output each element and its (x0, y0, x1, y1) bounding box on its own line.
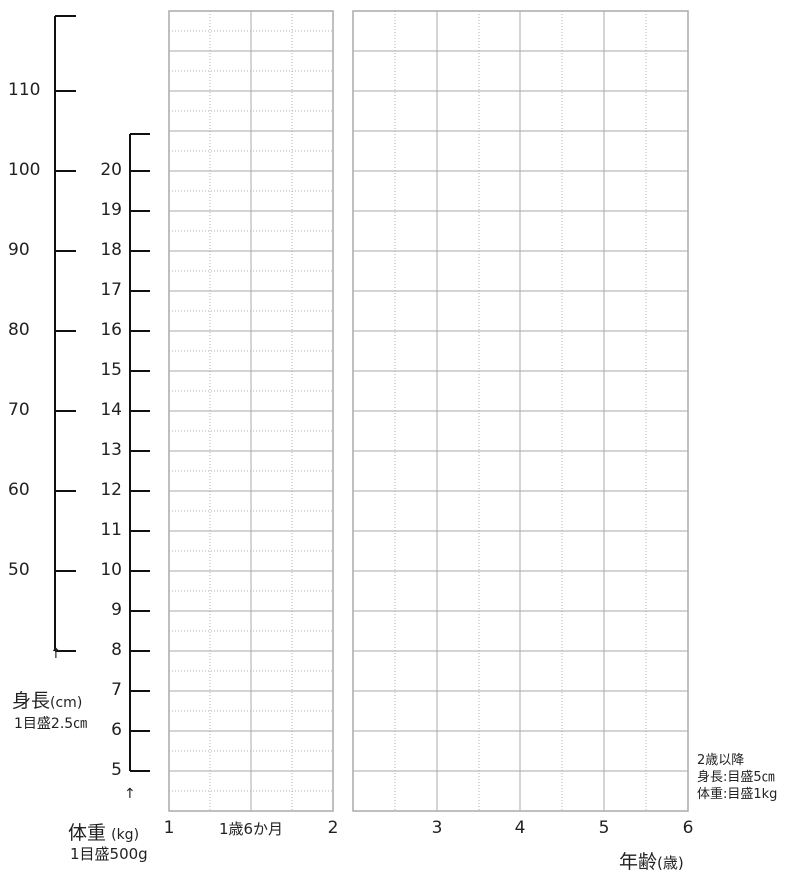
weight-arrow-icon: ↑ (124, 786, 136, 802)
age-axis-title: 年齢(歳) (619, 847, 684, 874)
age-tick-label: 6 (682, 818, 694, 838)
scale-note-line-1: 2歳以降 (697, 753, 745, 768)
weight-tick-label: 6 (111, 720, 122, 740)
weight-scale-note: 1目盛500g (70, 845, 148, 863)
grid-border (168, 10, 334, 812)
age-tick-label: 3 (431, 818, 443, 838)
height-tick-label: 50 (8, 560, 30, 580)
height-arrow-icon: ↑ (50, 646, 62, 662)
weight-tick-label: 14 (100, 400, 122, 420)
height-axis (54, 15, 76, 652)
age-tick-label: 5 (598, 818, 610, 838)
grid-border (352, 10, 689, 812)
weight-tick-label: 8 (111, 640, 122, 660)
height-tick-label: 70 (8, 400, 30, 420)
weight-axis-label: 体重 (68, 822, 107, 844)
height-axis-title: 身長(cm) (12, 686, 82, 713)
age-axis-unit: (歳) (657, 854, 684, 872)
age-tick-label: 1 (163, 818, 175, 838)
weight-tick-label: 12 (100, 480, 122, 500)
age-tick-label: 2 (327, 818, 339, 838)
height-scale-note: 1目盛2.5㎝ (14, 716, 88, 732)
weight-tick-label: 17 (100, 280, 122, 300)
weight-axis (129, 133, 150, 772)
weight-tick-label: 13 (100, 440, 122, 460)
grid-panel-under-2 (168, 10, 334, 812)
weight-axis-title: 体重 (kg) (68, 818, 139, 845)
height-tick-label: 100 (8, 160, 41, 180)
grid-panel-over-2 (352, 10, 689, 812)
weight-tick-label: 9 (111, 600, 122, 620)
scale-note-line-2: 身長:目盛5㎝ (697, 770, 775, 785)
weight-tick-label: 7 (111, 680, 122, 700)
weight-tick-label: 10 (100, 560, 122, 580)
scale-note-line-3: 体重:目盛1kg (697, 787, 778, 802)
height-tick-label: 90 (8, 240, 30, 260)
height-axis-unit: (cm) (50, 695, 83, 711)
weight-tick-label: 16 (100, 320, 122, 340)
age-tick-label: 1歳6か月 (218, 820, 284, 838)
height-tick-label: 110 (8, 80, 41, 100)
weight-axis-unit: (kg) (111, 827, 140, 843)
scale-note-box: 2歳以降 身長:目盛5㎝ 体重:目盛1kg (697, 752, 777, 803)
height-axis-label: 身長 (12, 690, 51, 712)
height-tick-label: 80 (8, 320, 30, 340)
weight-tick-label: 15 (100, 360, 122, 380)
weight-tick-label: 11 (100, 520, 122, 540)
age-axis-label: 年齢 (619, 851, 658, 873)
weight-tick-label: 18 (100, 240, 122, 260)
height-tick-label: 60 (8, 480, 30, 500)
weight-tick-label: 5 (111, 760, 122, 780)
age-tick-label: 4 (514, 818, 526, 838)
weight-tick-label: 19 (100, 200, 122, 220)
weight-tick-label: 20 (100, 160, 122, 180)
